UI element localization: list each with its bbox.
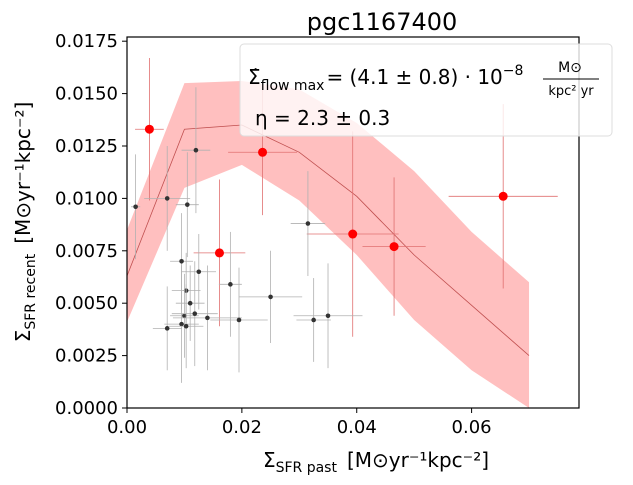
black-data-point-5: [181, 87, 211, 214]
red-data-point-1: [193, 179, 246, 327]
black-data-point-11: [168, 284, 204, 369]
x-axis-ticks: 0.00 0.02 0.04 0.06: [107, 408, 492, 438]
marker: [185, 202, 190, 207]
x-tick-label: 0.00: [107, 417, 147, 438]
marker: [311, 317, 316, 323]
model-line: [126, 124, 530, 356]
flow-annotation: Σ̇flow max = (4.1 ± 0.8) · 10−8: [248, 63, 523, 94]
marker: [187, 300, 193, 306]
marker: [228, 282, 233, 287]
marker: [164, 196, 170, 201]
marker: [192, 311, 198, 316]
black-data-point-18: [296, 278, 331, 362]
red-data-point-0: [135, 57, 164, 201]
black-data-point-13: [172, 265, 242, 371]
black-data-point-6: [181, 234, 217, 310]
black-data-point-12: [171, 261, 218, 367]
y-axis-ticks: 0.0000 0.0025 0.0050 0.0075 0.0100 0.0125 0.01…: [55, 31, 127, 419]
x-tick-label: 0.06: [452, 417, 492, 438]
y-axis-subscript: SFR recent: [23, 253, 39, 329]
red-data-point-3: [306, 131, 399, 337]
y-tick-label: 0.0075: [55, 241, 118, 262]
red-data-point-4: [362, 177, 426, 316]
black-data-point-0: [131, 154, 141, 260]
black-data-point-15: [210, 267, 268, 373]
marker: [268, 294, 273, 300]
y-tick-label: 0.0175: [55, 31, 118, 52]
black-data-point-10: [164, 265, 199, 383]
marker: [144, 124, 154, 134]
marker: [133, 204, 138, 210]
x-axis-units: [M⊙yr⁻¹kpc⁻²]: [347, 448, 489, 472]
y-axis-symbol: Σ: [11, 330, 35, 343]
black-data-point-17: [290, 171, 326, 276]
marker: [164, 326, 170, 331]
black-data-point-14: [218, 231, 242, 337]
marker: [214, 248, 224, 258]
marker: [196, 269, 202, 275]
y-tick-label: 0.0000: [55, 398, 118, 419]
marker: [389, 242, 399, 252]
flow-value: = (4.1 ± 0.8) · 10: [326, 65, 502, 89]
marker: [325, 313, 331, 319]
black-data-point-4: [175, 152, 199, 258]
annotation-background: [239, 43, 613, 137]
marker: [236, 317, 242, 323]
y-tick-label: 0.0150: [55, 84, 118, 105]
annotation-box: Σ̇flow max = (4.1 ± 0.8) · 10−8 M⊙ kpc² y…: [239, 43, 613, 137]
black-data-point-2: [152, 286, 182, 371]
flow-unit-numerator: M⊙: [558, 60, 582, 76]
marker: [182, 313, 187, 319]
flow-unit-denominator: kpc² yr: [548, 84, 594, 99]
flow-symbol: Σ̇: [248, 65, 261, 89]
chart-title: pgc1167400: [307, 8, 458, 36]
flow-subscript: flow max: [261, 78, 325, 94]
axes-frame: [126, 36, 580, 409]
x-tick-label: 0.02: [222, 417, 262, 438]
y-axis-units: [M⊙yr⁻¹kpc⁻²]: [11, 102, 35, 244]
marker: [179, 258, 184, 264]
marker: [305, 221, 311, 226]
black-data-point-16: [238, 250, 303, 344]
black-data-point-8: [175, 265, 205, 341]
plot-area: [126, 57, 558, 408]
marker: [183, 323, 189, 329]
marker: [205, 315, 210, 321]
marker: [348, 229, 358, 239]
flow-exponent: −8: [503, 63, 524, 79]
marker: [179, 321, 184, 327]
black-data-point-19: [293, 263, 363, 369]
marker: [258, 147, 268, 157]
y-tick-label: 0.0100: [55, 188, 118, 209]
marker: [498, 191, 508, 201]
y-tick-label: 0.0125: [55, 136, 118, 157]
eta-annotation: η = 2.3 ± 0.3: [255, 106, 390, 130]
x-tick-label: 0.04: [337, 417, 377, 438]
x-axis-label: ΣSFR past [M⊙yr⁻¹kpc⁻²]: [263, 448, 489, 476]
x-axis-symbol: Σ: [263, 448, 276, 472]
model-uncertainty-band: [127, 81, 530, 408]
y-tick-label: 0.0050: [55, 293, 118, 314]
y-tick-label: 0.0025: [55, 346, 118, 367]
x-axis-subscript: SFR past: [276, 460, 338, 476]
y-axis-label: ΣSFR recent [M⊙yr⁻¹kpc⁻²]: [11, 102, 39, 343]
black-data-point-1: [144, 145, 191, 251]
marker: [193, 147, 199, 153]
